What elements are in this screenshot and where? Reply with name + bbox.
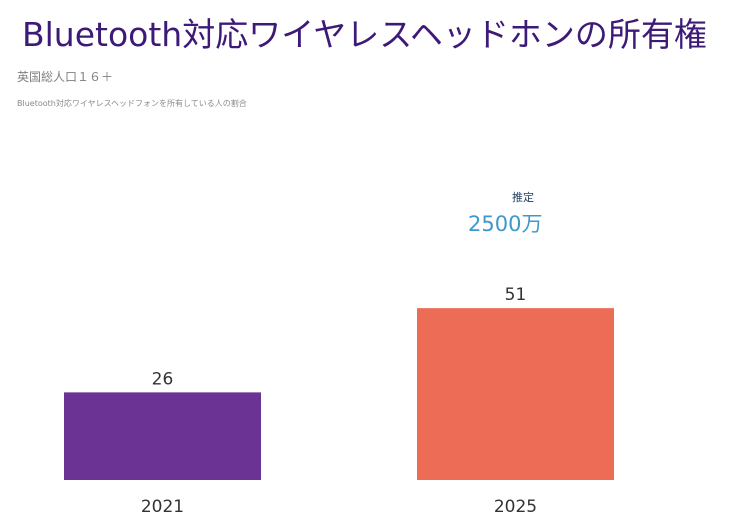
chart-note: Bluetooth対応ワイヤレスヘッドフォンを所有している人の割合: [17, 99, 247, 108]
data-label-2021: 26: [152, 369, 174, 389]
bar-2021: [64, 392, 261, 480]
data-label-2025: 51: [505, 285, 527, 305]
estimate-value: 2500万: [468, 212, 543, 236]
page-subtitle: 英国総人口１６＋: [17, 70, 114, 84]
page-title: Bluetooth対応ワイヤレスヘッドホンの所有権: [22, 15, 707, 54]
x-tick-label-2021: 2021: [141, 497, 184, 517]
estimate-label: 推定: [512, 191, 534, 204]
bar-2025: [417, 308, 614, 480]
x-tick-label-2025: 2025: [494, 497, 537, 517]
